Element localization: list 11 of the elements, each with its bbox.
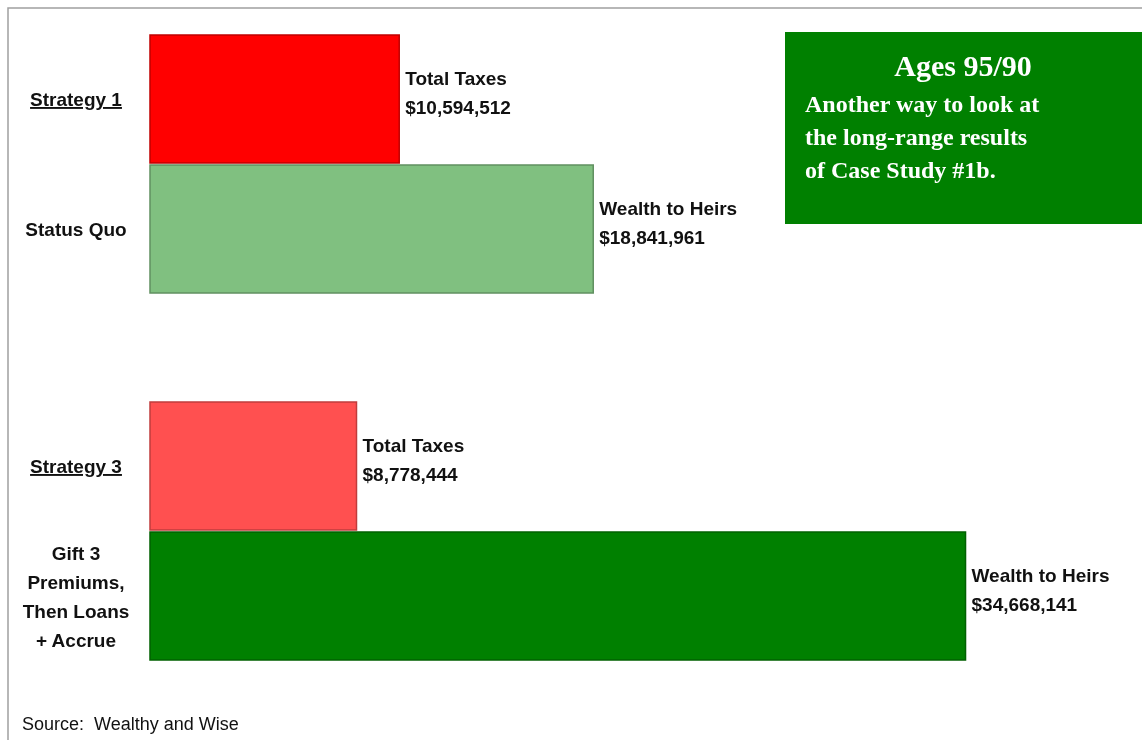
text: Ages 95/90 (894, 49, 1032, 82)
y-tick-label: Status Quo (25, 219, 127, 240)
y-tick-label: Gift 3 Premiums, Then Loans + Accrue (22, 542, 130, 651)
data-label: Total Taxes $10,594,512 (405, 68, 511, 118)
data-label: Wealth to Heirs $18,841,961 (599, 198, 738, 248)
y-tick-label: Strategy 1 (30, 89, 123, 110)
data-label: Total Taxes $8,778,444 (362, 435, 465, 485)
y-tick-label: Strategy 3 (30, 456, 122, 477)
text: Another way to look at the long-range results of Case Study #1b. (805, 91, 1040, 183)
source-note: Source: Wealthy and Wise (22, 714, 239, 734)
data-label: Wealth to Heirs $34,668,141 (971, 565, 1110, 615)
